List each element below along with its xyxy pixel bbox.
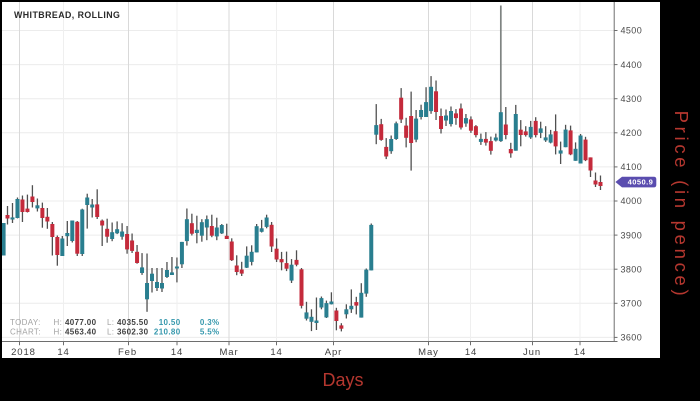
svg-text:0.3%: 0.3% bbox=[200, 318, 220, 327]
svg-text:5.5%: 5.5% bbox=[200, 328, 220, 337]
svg-text:3800: 3800 bbox=[621, 264, 643, 274]
svg-text:14: 14 bbox=[270, 347, 282, 358]
svg-text:210.80: 210.80 bbox=[154, 328, 181, 337]
svg-text:TODAY:H:4077.00L:4035.50: TODAY: H: 4077.00 L: 4035.50 bbox=[10, 318, 149, 327]
svg-text:10.50: 10.50 bbox=[159, 318, 181, 327]
svg-text:3900: 3900 bbox=[621, 230, 643, 240]
svg-text:14: 14 bbox=[465, 347, 477, 358]
svg-text:2018: 2018 bbox=[11, 347, 36, 358]
svg-text:Jun: Jun bbox=[523, 347, 541, 358]
svg-text:3700: 3700 bbox=[621, 299, 643, 309]
svg-text:4500: 4500 bbox=[621, 26, 643, 36]
svg-text:Mar: Mar bbox=[219, 347, 238, 358]
svg-text:CHART:H:4563.40L:3602.30: CHART: H: 4563.40 L: 3602.30 bbox=[10, 328, 149, 337]
svg-text:4200: 4200 bbox=[621, 128, 643, 138]
svg-text:May: May bbox=[418, 347, 439, 358]
svg-text:Feb: Feb bbox=[118, 347, 137, 358]
svg-text:14: 14 bbox=[57, 347, 69, 358]
svg-text:Apr: Apr bbox=[325, 347, 342, 358]
svg-text:4400: 4400 bbox=[621, 60, 643, 70]
svg-text:4300: 4300 bbox=[621, 94, 643, 104]
svg-text:14: 14 bbox=[574, 347, 586, 358]
svg-text:14: 14 bbox=[171, 347, 183, 358]
svg-text:3600: 3600 bbox=[621, 333, 643, 343]
svg-text:4100: 4100 bbox=[621, 162, 643, 172]
svg-text:4050.9: 4050.9 bbox=[628, 178, 654, 187]
svg-text:4000: 4000 bbox=[621, 196, 643, 206]
svg-text:WHITBREAD, ROLLING: WHITBREAD, ROLLING bbox=[14, 10, 120, 20]
